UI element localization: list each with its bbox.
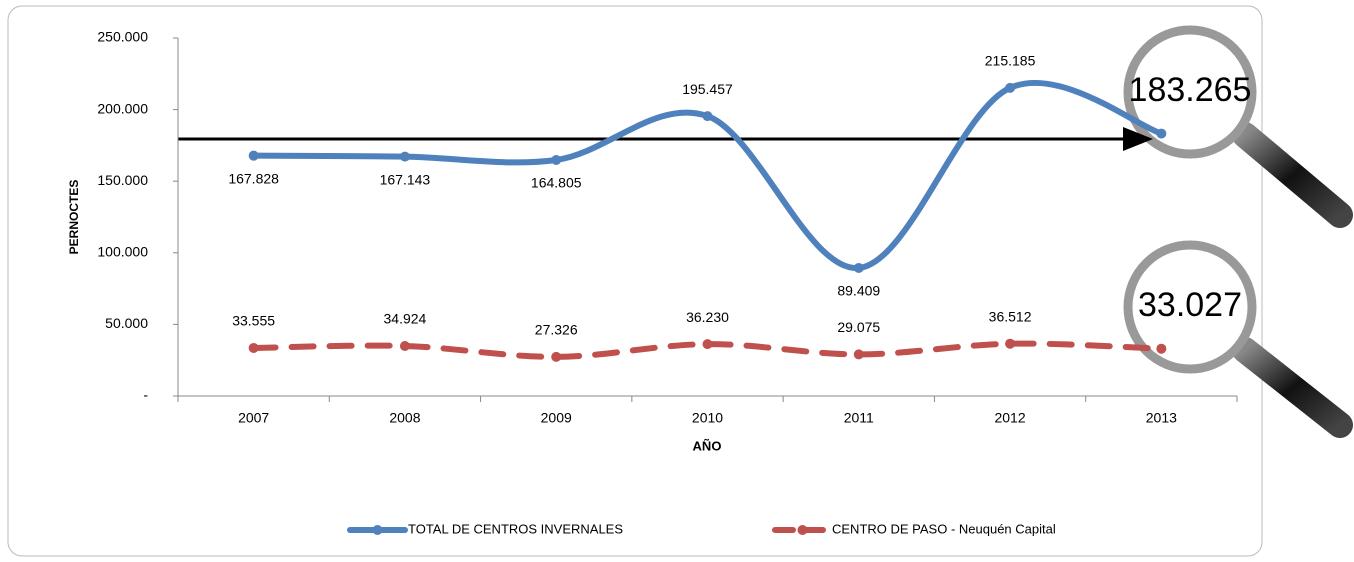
- data-label: 215.185: [985, 53, 1036, 69]
- x-axis-label: AÑO: [693, 438, 722, 453]
- data-point: [1156, 343, 1167, 354]
- data-point: [1005, 338, 1016, 349]
- x-tick-label: 2010: [692, 410, 723, 426]
- legend-marker: [372, 525, 383, 535]
- data-label: 195.457: [682, 81, 733, 97]
- data-label: 167.143: [380, 171, 431, 187]
- data-point: [853, 349, 864, 360]
- legend-label: TOTAL DE CENTROS INVERNALES: [408, 521, 623, 536]
- magnifier-bottom: [1123, 240, 1353, 438]
- data-point: [1156, 128, 1167, 139]
- legend-label: CENTRO DE PASO - Neuquén Capital: [832, 521, 1056, 536]
- x-tick-label: 2008: [389, 410, 420, 426]
- data-point: [702, 111, 713, 122]
- x-tick-label: 2009: [541, 410, 572, 426]
- data-label: 36.512: [989, 308, 1032, 324]
- x-tick-label: 2012: [994, 410, 1025, 426]
- data-label: 36.230: [686, 309, 729, 325]
- chart-frame: [7, 5, 1263, 557]
- data-point: [702, 339, 713, 350]
- x-tick-label: 2011: [844, 410, 874, 426]
- data-label: 33.555: [232, 313, 275, 329]
- y-tick-label: 250.000: [97, 29, 148, 45]
- data-label: 89.409: [837, 283, 880, 299]
- data-point: [551, 154, 562, 165]
- y-tick-label: 150.000: [97, 172, 148, 188]
- data-label: 27.326: [535, 322, 578, 338]
- highlight-label: 33.027: [1138, 286, 1242, 324]
- data-label: 167.828: [228, 170, 279, 186]
- legend-marker: [797, 525, 808, 535]
- y-axis-label: PERNOCTES: [67, 180, 81, 255]
- data-point: [248, 150, 259, 161]
- data-point: [399, 151, 410, 162]
- highlight-label: 183.265: [1129, 71, 1252, 109]
- data-point: [1005, 82, 1016, 93]
- data-label: 164.805: [531, 175, 582, 191]
- data-point: [551, 351, 562, 362]
- y-tick-label: 50.000: [105, 315, 148, 331]
- magnifier-top: [1123, 25, 1353, 228]
- y-tick-label: 200.000: [97, 100, 148, 116]
- data-point: [248, 342, 259, 353]
- x-tick-label: 2013: [1146, 410, 1177, 426]
- data-label: 29.075: [837, 319, 880, 335]
- y-tick-label: 100.000: [97, 244, 148, 260]
- data-label: 34.924: [384, 311, 427, 327]
- data-point: [853, 262, 864, 273]
- y-tick-label: -: [143, 387, 148, 403]
- data-point: [399, 340, 410, 351]
- x-tick-label: 2007: [238, 410, 269, 426]
